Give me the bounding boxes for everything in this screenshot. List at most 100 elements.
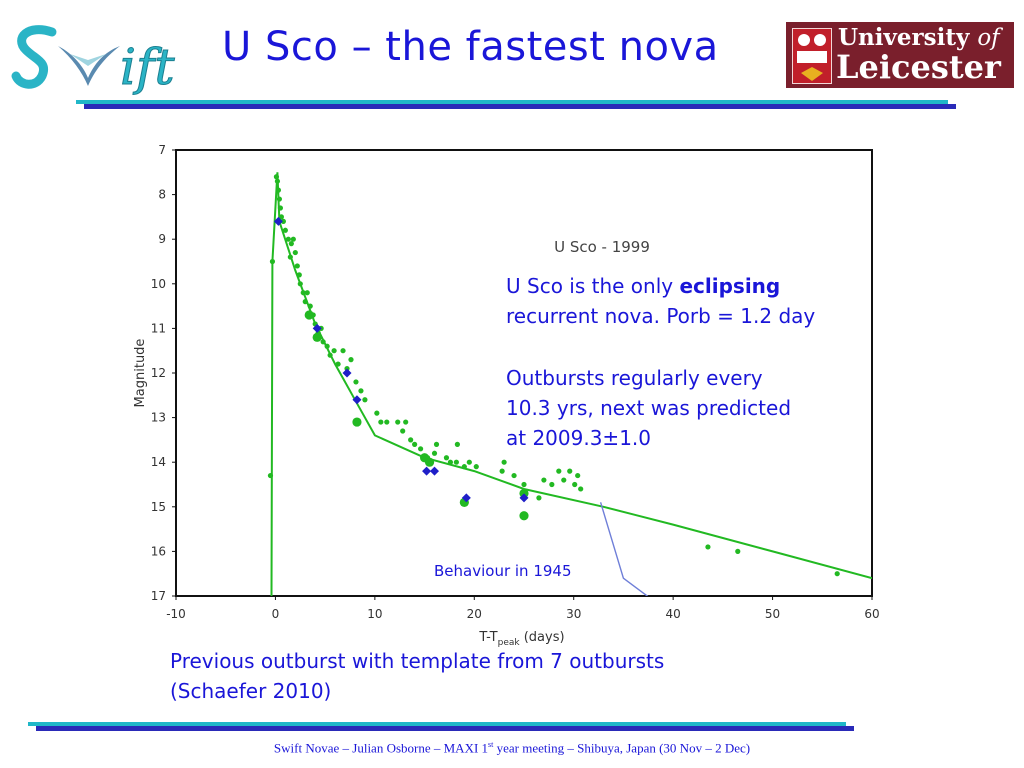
y-tick-label: 9 [158, 232, 166, 246]
data-point [541, 477, 547, 483]
diamond-point [430, 466, 440, 476]
y-tick-label: 10 [151, 277, 166, 291]
data-point [320, 339, 326, 345]
data-point [287, 254, 293, 260]
data-point [340, 348, 346, 354]
data-point-large [312, 332, 322, 342]
data-point [575, 472, 581, 479]
data-point [285, 236, 291, 242]
data-point [374, 410, 380, 416]
data-point [536, 495, 542, 501]
data-point [276, 196, 283, 202]
x-tick-label: 50 [765, 607, 780, 621]
data-point [307, 303, 313, 309]
y-tick-label: 14 [151, 455, 166, 469]
y-tick-label: 17 [151, 589, 166, 603]
header-rule-blue [84, 104, 956, 109]
data-point [408, 437, 414, 443]
plot-marks [267, 172, 872, 596]
data-point [511, 472, 517, 479]
x-tick-label: 0 [272, 607, 280, 621]
y-tick-label: 15 [151, 500, 166, 514]
data-point-large [424, 457, 435, 467]
data-point [297, 281, 303, 287]
y-tick-label: 13 [151, 411, 166, 425]
data-point [324, 343, 330, 349]
data-point [348, 357, 354, 363]
data-point [443, 455, 450, 461]
data-point [327, 352, 333, 358]
y-tick-label: 8 [158, 188, 166, 202]
footer-rule-blue [36, 726, 854, 731]
data-point-large [304, 310, 314, 320]
chart-title: U Sco - 1999 [554, 238, 650, 256]
data-point [447, 459, 454, 465]
data-point [473, 464, 479, 470]
data-point [300, 290, 306, 296]
data-point [433, 441, 440, 447]
annotation-1945: Behaviour in 1945 [434, 562, 572, 580]
data-point [466, 459, 472, 465]
line-1945 [599, 502, 649, 596]
x-tick-label: -10 [166, 607, 186, 621]
data-point [395, 419, 401, 425]
swift-logo-text: ift [120, 38, 175, 96]
chart-caption: Previous outburst with template from 7 o… [170, 649, 665, 703]
footer-text: Swift Novae – Julian Osborne – MAXI 1st … [273, 740, 751, 756]
data-point [453, 459, 459, 465]
data-point [705, 544, 711, 550]
plot-frame [175, 149, 873, 597]
data-point [735, 548, 741, 554]
diamond-point [312, 323, 322, 333]
light-curve-chart: U Sco - 1999 Magnitude T-Tpeak (days) Be… [133, 143, 880, 648]
y-tick-label: 11 [151, 321, 166, 335]
x-axis-label: T-Tpeak (days) [478, 630, 564, 648]
data-point [277, 205, 283, 211]
diamond-point [461, 493, 471, 503]
info-paragraph-1: U Sco is the only eclipsing recurrent no… [506, 274, 816, 328]
data-point [567, 468, 573, 474]
data-point [275, 187, 282, 193]
diamond-point [342, 368, 352, 378]
data-point [521, 481, 527, 488]
university-logo-line1: University of [838, 24, 1000, 51]
data-point [296, 272, 302, 278]
data-point [362, 397, 368, 403]
data-point [335, 361, 341, 367]
data-point [280, 218, 286, 224]
data-point [304, 290, 310, 296]
y-tick-label: 16 [151, 544, 166, 558]
data-point [294, 263, 300, 269]
data-point [292, 249, 298, 256]
y-tick-label: 7 [158, 143, 166, 157]
data-point [358, 388, 364, 394]
data-point [269, 258, 276, 265]
diamond-point [422, 466, 432, 476]
diamond-point [273, 216, 283, 226]
data-point [331, 348, 337, 354]
x-tick-label: 60 [864, 607, 879, 621]
diamond-point [352, 395, 362, 405]
data-point-large [352, 417, 362, 427]
data-point [378, 419, 384, 425]
x-tick-label: 10 [367, 607, 382, 621]
eclipsing-emphasis: eclipsing [679, 274, 781, 298]
data-point [267, 472, 274, 479]
data-point [403, 419, 409, 425]
data-point [549, 481, 555, 488]
data-point [561, 477, 567, 483]
info-paragraph-2: Outbursts regularly every 10.3 yrs, next… [506, 366, 792, 450]
university-logo: University of Leicester [786, 22, 1014, 88]
data-point [499, 468, 505, 474]
data-point [572, 481, 578, 488]
crest-icon [792, 28, 832, 84]
data-point [384, 419, 390, 425]
data-point [288, 241, 294, 247]
data-point [282, 227, 288, 233]
data-point [431, 450, 438, 456]
x-tick-label: 40 [666, 607, 681, 621]
data-point [273, 174, 280, 180]
data-point [501, 459, 507, 465]
data-point [302, 299, 308, 305]
y-axis-label: Magnitude [133, 339, 148, 408]
